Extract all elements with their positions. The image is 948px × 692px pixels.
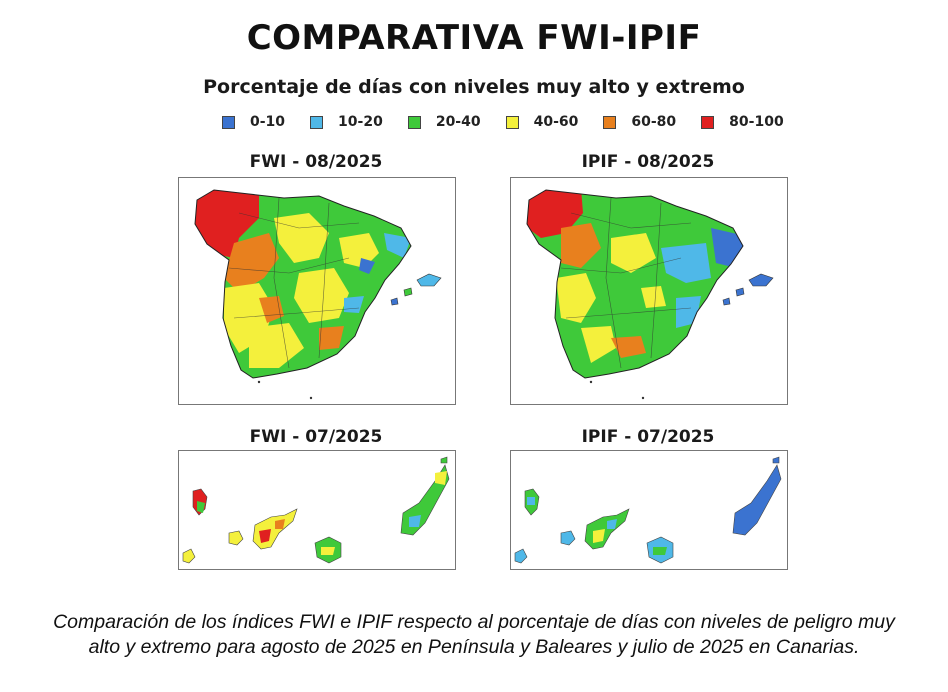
legend-item-10-20: 10-20 — [310, 114, 383, 130]
page-subtitle: Porcentaje de días con niveles muy alto … — [203, 76, 745, 98]
figure-caption: Comparación de los índices FWI e IPIF re… — [20, 610, 928, 660]
color-legend: 0-10 10-20 20-40 40-60 60-80 80-100 — [222, 113, 809, 131]
map-fwi-canarias — [178, 450, 456, 570]
legend-item-0-10: 0-10 — [222, 114, 285, 130]
map-fwi-peninsula — [178, 177, 456, 405]
panel-title-fwi-aug: FWI - 08/2025 — [249, 152, 383, 172]
legend-swatch — [222, 115, 235, 129]
map-ipif-peninsula — [510, 177, 788, 405]
legend-item-60-80: 60-80 — [603, 114, 676, 130]
legend-item-40-60: 40-60 — [505, 114, 579, 130]
legend-swatch — [505, 115, 519, 129]
legend-swatch — [407, 115, 421, 129]
legend-label: 80-100 — [729, 114, 784, 130]
page-title: COMPARATIVA FWI-IPIF — [246, 18, 702, 58]
panel-title-ipif-aug: IPIF - 08/2025 — [581, 152, 715, 172]
legend-label: 60-80 — [631, 114, 677, 130]
caption-line-2: alto y extremo para agosto de 2025 en Pe… — [88, 636, 860, 658]
legend-label: 20-40 — [435, 114, 481, 130]
panel-title-ipif-jul: IPIF - 07/2025 — [581, 427, 715, 447]
panel-title-fwi-jul: FWI - 07/2025 — [249, 427, 383, 447]
legend-label: 0-10 — [250, 114, 286, 130]
legend-label: 10-20 — [338, 114, 383, 130]
legend-label: 40-60 — [533, 114, 579, 130]
map-ipif-canarias — [510, 450, 788, 570]
caption-line-1: Comparación de los índices FWI e IPIF re… — [53, 611, 895, 633]
legend-swatch — [310, 115, 324, 129]
legend-item-80-100: 80-100 — [701, 114, 784, 130]
legend-swatch — [603, 115, 617, 129]
legend-swatch — [701, 115, 715, 129]
legend-item-20-40: 20-40 — [407, 114, 481, 130]
